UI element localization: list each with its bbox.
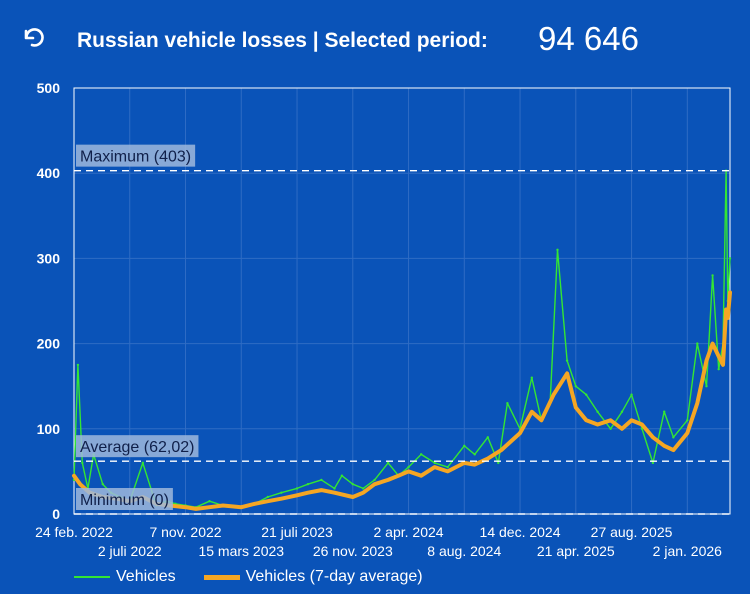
data-point-vehicles [663,410,666,413]
y-tick-label: 0 [52,506,60,522]
data-point-vehicles [696,342,699,345]
x-tick-label: 15 mars 2023 [198,543,284,559]
data-point-vehicles [433,461,436,465]
data-point-vehicles [565,359,569,362]
y-tick-label: 500 [37,80,61,96]
data-point-vehicles [351,482,354,486]
data-point-vehicles [141,461,145,465]
legend-label-vehicles: Vehicles [116,568,176,585]
y-tick-label: 300 [37,250,61,266]
data-point-vehicles [306,482,310,486]
x-tick-label: 27 aug. 2025 [591,524,673,540]
data-point-vehicles [463,444,466,448]
data-point-vehicles [473,453,476,456]
x-tick-label: 14 dec. 2024 [480,524,561,540]
legend-swatch-7-day-average [203,574,240,580]
data-point-vehicles [651,461,655,465]
x-tick-label: 2 apr. 2024 [374,524,444,540]
data-point-vehicles [295,487,299,490]
data-point-vehicles [574,385,578,388]
data-point-vehicles [530,376,534,379]
data-point-vehicles [686,419,689,422]
selected-period-total: 94 646 [538,20,639,57]
reference-line-label: Average (62,02) [80,439,194,456]
data-point-vehicles [486,436,490,439]
data-point-vehicles [446,465,449,469]
data-point-vehicles [609,427,612,430]
x-tick-label: 26 nov. 2023 [313,543,393,559]
chart-legend: Vehicles Vehicles (7-day average) [74,566,451,588]
data-point-vehicles [717,367,720,371]
data-point-vehicles [596,410,599,413]
data-point-vehicles [711,274,714,277]
legend-item-7-day-average[interactable]: Vehicles (7-day average) [203,568,423,586]
data-point-vehicles [320,478,323,482]
legend-label-7-day-average: Vehicles (7-day average) [245,568,423,585]
data-point-vehicles [76,363,80,367]
header: Russian vehicle losses | Selected period… [0,0,750,80]
data-point-vehicles [705,385,708,388]
page-title: Russian vehicle losses | Selected period… [77,29,488,52]
x-tick-label: 21 apr. 2025 [537,543,615,559]
data-point-vehicles [81,461,84,465]
x-tick-label: 2 jan. 2026 [653,543,722,559]
legend-swatch-vehicles [74,576,110,578]
vehicle-losses-chart: 0 100 200 300 400 500 Maximum (403) Average (62… [35,80,732,559]
reference-line-label: Maximum (403) [80,149,191,166]
x-tick-label: 7 nov. 2022 [149,524,221,540]
series-line-7-day-average [72,290,732,511]
data-point-vehicles [630,393,633,396]
data-point-vehicles [497,461,500,465]
y-tick-label: 400 [37,165,61,181]
data-point-vehicles [407,465,410,469]
x-tick-label: 24 feb. 2022 [35,524,113,540]
reference-line-label: Minimum (0) [80,492,169,509]
reference-label-background [76,144,196,167]
reference-label-background [76,435,199,458]
data-point-vehicles [333,487,336,490]
y-tick-label: 100 [37,421,61,437]
data-point-vehicles [585,393,588,396]
x-tick-label: 21 juli 2023 [261,524,333,540]
x-tick-label: 8 aug. 2024 [427,543,501,559]
undo-arrow-icon[interactable] [18,22,48,52]
data-point-vehicles [208,500,211,503]
y-tick-label: 200 [37,336,61,352]
data-point-vehicles [728,257,732,260]
data-point-vehicles [373,478,376,482]
data-point-vehicles [672,436,675,439]
data-point-vehicles [340,474,344,477]
legend-item-vehicles[interactable]: Vehicles [74,568,176,586]
data-point-vehicles [386,461,390,465]
reference-label-background [76,488,173,510]
data-point-vehicles [620,410,624,413]
data-point-vehicles [506,402,509,405]
data-point-vehicles [362,487,365,490]
data-point-vehicles [266,495,270,499]
data-point-vehicles [280,491,283,494]
data-point-vehicles [101,482,104,486]
x-tick-label: 2 juli 2022 [98,543,162,559]
data-point-vehicles [556,248,559,252]
data-point-vehicles [419,453,423,456]
